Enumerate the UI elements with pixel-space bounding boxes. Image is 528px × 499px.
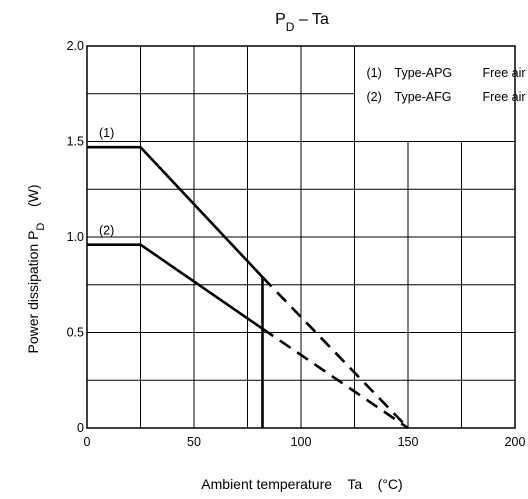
y-tick-label: 0 bbox=[77, 421, 84, 435]
title-main: P bbox=[275, 11, 286, 28]
y-axis-label: Power dissipation PD (W) bbox=[25, 184, 47, 353]
chart-title: PD – Ta bbox=[275, 11, 329, 34]
x-tick-label: 150 bbox=[398, 435, 419, 449]
y-tick-label: 0.5 bbox=[67, 326, 84, 340]
legend-type: Type-APG bbox=[395, 66, 453, 80]
title-subscript: D bbox=[286, 20, 295, 34]
legend-type: Type-AFG bbox=[395, 90, 452, 104]
x-tick-label: 50 bbox=[187, 435, 201, 449]
series-1-solid-line bbox=[87, 145, 264, 278]
legend-condition: Free air bbox=[483, 66, 526, 80]
legend-number: (2) bbox=[367, 90, 382, 104]
series-1-dashed-line bbox=[261, 276, 409, 429]
ylabel-subscript: D bbox=[35, 223, 47, 231]
ylabel-unit: (W) bbox=[25, 184, 41, 222]
legend-number: (1) bbox=[367, 66, 382, 80]
series-2-solid-line bbox=[87, 243, 264, 330]
y-tick-label: 2.0 bbox=[67, 39, 84, 53]
x-tick-label: 200 bbox=[505, 435, 526, 449]
title-rest: – Ta bbox=[294, 11, 329, 28]
legend-condition: Free air bbox=[483, 90, 526, 104]
plot-frame bbox=[86, 45, 516, 429]
tick-labels: 0 50 100 150 200 0 0.5 1.0 1.5 2.0 bbox=[67, 39, 526, 449]
x-tick-label: 100 bbox=[291, 435, 312, 449]
series-1-label: (1) bbox=[99, 126, 114, 140]
x-axis-label: Ambient temperature Ta (°C) bbox=[201, 476, 402, 492]
series-lines: (1) (2) bbox=[87, 126, 409, 430]
series-2-label: (2) bbox=[99, 224, 114, 238]
y-tick-label: 1.0 bbox=[67, 230, 84, 244]
series-2-dashed-line bbox=[261, 327, 409, 430]
ylabel-main: Power dissipation P bbox=[25, 231, 41, 354]
legend-box: (1) Type-APG Free air (2) Type-AFG Free air bbox=[354, 45, 526, 142]
y-tick-label: 1.5 bbox=[67, 135, 84, 149]
x-tick-label: 0 bbox=[84, 435, 91, 449]
